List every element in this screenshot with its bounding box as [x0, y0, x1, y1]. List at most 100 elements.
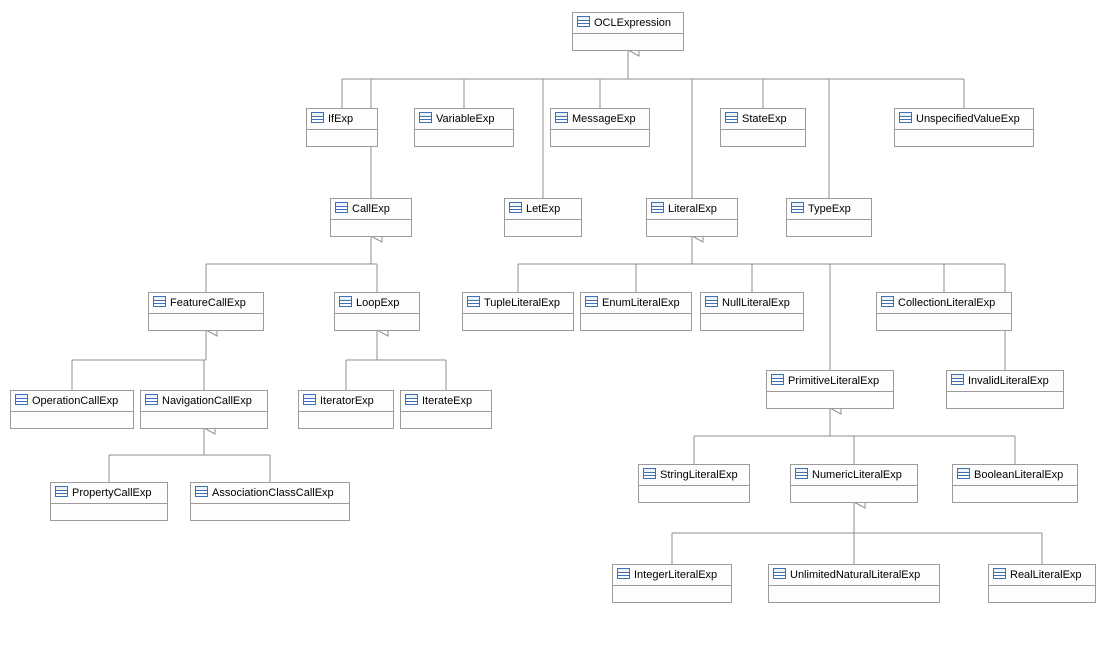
- class-header: StringLiteralExp: [639, 465, 749, 486]
- class-body: [299, 412, 393, 428]
- class-label: EnumLiteralExp: [602, 297, 680, 309]
- class-icon: [145, 394, 158, 408]
- class-label: BooleanLiteralExp: [974, 469, 1063, 481]
- class-body: [647, 220, 737, 236]
- class-icon: [55, 486, 68, 500]
- class-label: UnlimitedNaturalLiteralExp: [790, 569, 920, 581]
- class-UnlimitedNaturalLiteralExp: UnlimitedNaturalLiteralExp: [768, 564, 940, 603]
- class-MessageExp: MessageExp: [550, 108, 650, 147]
- class-body: [307, 130, 377, 146]
- class-label: MessageExp: [572, 113, 636, 125]
- class-TypeExp: TypeExp: [786, 198, 872, 237]
- class-icon: [651, 202, 664, 216]
- class-icon: [555, 112, 568, 126]
- class-OCLExpression: OCLExpression: [572, 12, 684, 51]
- class-icon: [643, 468, 656, 482]
- class-header: IteratorExp: [299, 391, 393, 412]
- class-label: CollectionLiteralExp: [898, 297, 995, 309]
- class-icon: [951, 374, 964, 388]
- class-icon: [725, 112, 738, 126]
- class-header: CollectionLiteralExp: [877, 293, 1011, 314]
- class-header: OCLExpression: [573, 13, 683, 34]
- class-header: UnlimitedNaturalLiteralExp: [769, 565, 939, 586]
- class-icon: [335, 202, 348, 216]
- class-icon: [795, 468, 808, 482]
- class-label: StringLiteralExp: [660, 469, 738, 481]
- class-label: NavigationCallExp: [162, 395, 252, 407]
- class-label: RealLiteralExp: [1010, 569, 1082, 581]
- class-body: [551, 130, 649, 146]
- class-body: [573, 34, 683, 50]
- class-label: UnspecifiedValueExp: [916, 113, 1020, 125]
- class-body: [877, 314, 1011, 330]
- class-RealLiteralExp: RealLiteralExp: [988, 564, 1096, 603]
- class-label: PropertyCallExp: [72, 487, 151, 499]
- class-icon: [585, 296, 598, 310]
- class-IterateExp: IterateExp: [400, 390, 492, 429]
- class-label: NullLiteralExp: [722, 297, 790, 309]
- class-body: [581, 314, 691, 330]
- class-body: [149, 314, 263, 330]
- class-body: [701, 314, 803, 330]
- class-IfExp: IfExp: [306, 108, 378, 147]
- class-icon: [195, 486, 208, 500]
- class-label: IntegerLiteralExp: [634, 569, 717, 581]
- class-header: PropertyCallExp: [51, 483, 167, 504]
- class-LetExp: LetExp: [504, 198, 582, 237]
- class-icon: [405, 394, 418, 408]
- class-icon: [153, 296, 166, 310]
- class-label: OperationCallExp: [32, 395, 118, 407]
- class-label: LoopExp: [356, 297, 399, 309]
- class-header: EnumLiteralExp: [581, 293, 691, 314]
- class-label: IterateExp: [422, 395, 472, 407]
- class-BooleanLiteralExp: BooleanLiteralExp: [952, 464, 1078, 503]
- class-body: [331, 220, 411, 236]
- class-header: TypeExp: [787, 199, 871, 220]
- class-icon: [467, 296, 480, 310]
- class-icon: [577, 16, 590, 30]
- class-header: LetExp: [505, 199, 581, 220]
- class-PropertyCallExp: PropertyCallExp: [50, 482, 168, 521]
- class-body: [11, 412, 133, 428]
- class-LiteralExp: LiteralExp: [646, 198, 738, 237]
- class-body: [51, 504, 167, 520]
- class-TupleLiteralExp: TupleLiteralExp: [462, 292, 574, 331]
- class-NavigationCallExp: NavigationCallExp: [140, 390, 268, 429]
- class-icon: [771, 374, 784, 388]
- class-body: [505, 220, 581, 236]
- class-VariableExp: VariableExp: [414, 108, 514, 147]
- class-body: [947, 392, 1063, 408]
- class-icon: [339, 296, 352, 310]
- class-label: LetExp: [526, 203, 560, 215]
- class-header: IntegerLiteralExp: [613, 565, 731, 586]
- class-icon: [419, 112, 432, 126]
- class-label: FeatureCallExp: [170, 297, 246, 309]
- class-body: [787, 220, 871, 236]
- class-label: IfExp: [328, 113, 353, 125]
- class-label: LiteralExp: [668, 203, 717, 215]
- class-body: [767, 392, 893, 408]
- class-IntegerLiteralExp: IntegerLiteralExp: [612, 564, 732, 603]
- class-header: RealLiteralExp: [989, 565, 1095, 586]
- class-header: MessageExp: [551, 109, 649, 130]
- class-body: [721, 130, 805, 146]
- class-label: NumericLiteralExp: [812, 469, 902, 481]
- class-icon: [957, 468, 970, 482]
- class-FeatureCallExp: FeatureCallExp: [148, 292, 264, 331]
- class-label: IteratorExp: [320, 395, 374, 407]
- class-body: [191, 504, 349, 520]
- class-body: [769, 586, 939, 602]
- class-EnumLiteralExp: EnumLiteralExp: [580, 292, 692, 331]
- class-label: VariableExp: [436, 113, 495, 125]
- class-LoopExp: LoopExp: [334, 292, 420, 331]
- class-icon: [705, 296, 718, 310]
- class-header: LiteralExp: [647, 199, 737, 220]
- class-NullLiteralExp: NullLiteralExp: [700, 292, 804, 331]
- class-header: FeatureCallExp: [149, 293, 263, 314]
- class-header: StateExp: [721, 109, 805, 130]
- class-PrimitiveLiteralExp: PrimitiveLiteralExp: [766, 370, 894, 409]
- class-body: [401, 412, 491, 428]
- class-icon: [303, 394, 316, 408]
- class-body: [989, 586, 1095, 602]
- class-label: TupleLiteralExp: [484, 297, 560, 309]
